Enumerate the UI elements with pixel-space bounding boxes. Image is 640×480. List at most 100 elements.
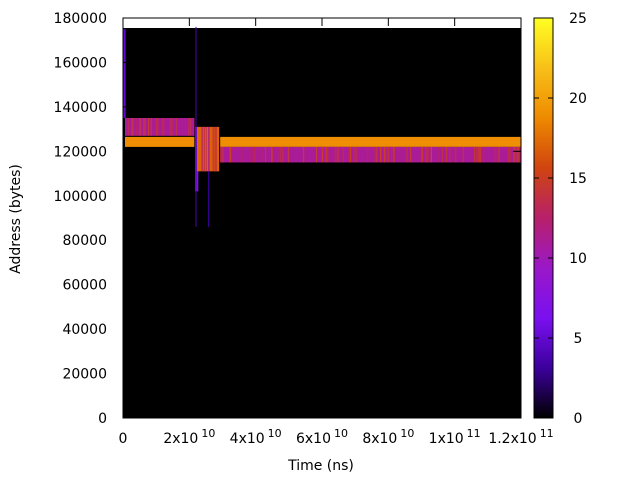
- heatmap-stripe: [479, 146, 482, 163]
- colorbar-tick-label: 25: [569, 11, 587, 27]
- heatmap-stripe: [270, 146, 273, 163]
- heatmap-stripe: [321, 146, 324, 163]
- heatmap-stripe: [334, 146, 337, 163]
- heatmap-region: [123, 28, 521, 418]
- heatmap-stripe: [438, 146, 440, 163]
- heatmap-stripe: [149, 118, 151, 136]
- heatmap-region: [220, 146, 521, 163]
- heatmap-region: [194, 126, 199, 192]
- heatmap-stripe: [376, 146, 378, 163]
- heatmap-stripe: [214, 126, 217, 172]
- heatmap-stripe: [475, 146, 478, 163]
- heatmap-stripe: [406, 146, 408, 163]
- plot-area: [123, 26, 521, 418]
- heatmap-stripe: [231, 146, 233, 163]
- heatmap-stripe: [481, 146, 483, 163]
- heatmap-stripe: [140, 118, 142, 136]
- heatmap-stripe: [172, 118, 174, 136]
- heatmap-stripe: [148, 118, 149, 136]
- heatmap-stripe: [240, 146, 243, 163]
- y-tick-label: 40000: [62, 322, 107, 338]
- axes: 0 20000 40000 60000 80000 100000 120000 140000 1…: [54, 11, 554, 447]
- colorbar-tick-label: 15: [569, 171, 587, 187]
- heatmap-stripe: [483, 146, 485, 163]
- heatmap-stripe: [208, 126, 210, 172]
- y-tick-label: 120000: [54, 144, 107, 160]
- heatmap-stripe: [368, 146, 370, 163]
- heatmap-stripe: [366, 146, 369, 163]
- heatmap-stripe: [212, 126, 215, 172]
- heatmap-stripe: [138, 118, 140, 136]
- heatmap-stripe: [132, 118, 134, 136]
- heatmap-stripe: [357, 146, 359, 163]
- heatmap-stripe: [421, 146, 424, 163]
- heatmap-stripe: [254, 146, 256, 163]
- heatmap-stripe: [391, 146, 393, 163]
- heatmap-stripe: [498, 146, 500, 163]
- heatmap-stripe: [383, 146, 386, 163]
- y-tick-label: 160000: [54, 55, 107, 71]
- heatmap-stripe: [252, 146, 254, 163]
- heatmap-stripe: [426, 146, 429, 163]
- heatmap-stripe: [152, 118, 154, 136]
- heatmap-region: [220, 136, 521, 147]
- heatmap-stripe: [494, 146, 496, 163]
- heatmap-stripe: [229, 146, 232, 163]
- heatmap-stripe: [492, 146, 494, 163]
- x-tick-label: 1x10 11: [429, 427, 481, 447]
- heatmap-stripe: [336, 146, 339, 163]
- heatmap-stripe: [338, 146, 340, 163]
- heatmap-stripe: [385, 146, 387, 163]
- heatmap-stripe: [349, 146, 352, 163]
- heatmap-stripe: [220, 146, 222, 163]
- heatmap-stripe: [163, 118, 165, 136]
- heatmap-stripe: [201, 126, 203, 172]
- heatmap-stripe: [462, 146, 464, 163]
- heatmap-stripe: [445, 146, 448, 163]
- heatmap-stripe: [355, 146, 357, 163]
- heatmap-stripe: [282, 146, 284, 163]
- y-axis-title: Address (bytes): [8, 164, 24, 274]
- y-tick-label: 80000: [62, 233, 107, 249]
- heatmap-stripe: [145, 118, 147, 136]
- heatmap-stripe: [449, 146, 451, 163]
- heatmap-stripe: [151, 118, 152, 136]
- x-tick-label: 4x10 10: [230, 427, 282, 447]
- heatmap-stripe: [387, 146, 390, 163]
- heatmap-stripe: [161, 118, 163, 136]
- heatmap-region: [123, 29, 126, 118]
- heatmap-stripe: [410, 146, 412, 163]
- heatmap-stripe: [222, 146, 224, 163]
- y-tick-label: 180000: [54, 11, 107, 27]
- heatmap-stripe: [287, 146, 289, 163]
- y-tick-label: 140000: [54, 100, 107, 116]
- heatmap-stripe: [205, 126, 207, 172]
- heatmap-stripe: [316, 146, 317, 163]
- heatmap-stripe: [131, 118, 133, 136]
- heatmap-stripe: [455, 146, 457, 163]
- y-tick-label: 100000: [54, 189, 107, 205]
- heatmap-stripe: [393, 146, 395, 163]
- heatmap-stripe: [261, 146, 263, 163]
- heatmap-stripe: [353, 146, 355, 163]
- heatmap-stripe: [473, 146, 476, 163]
- heatmap-stripe: [374, 146, 376, 163]
- heatmap-stripe: [274, 146, 276, 163]
- heatmap-stripe: [278, 146, 280, 163]
- heatmap-stripe: [517, 146, 519, 163]
- heatmap-stripe: [128, 118, 129, 136]
- heatmap-stripe: [507, 146, 510, 163]
- heatmap-stripe: [428, 146, 430, 163]
- heatmap-stripe: [188, 118, 190, 136]
- heatmap-stripe: [496, 146, 498, 163]
- x-axis-title: Time (ns): [287, 458, 354, 474]
- y-tick-label: 20000: [62, 367, 107, 383]
- x-tick-label: 8x10 10: [362, 427, 414, 447]
- colorbar-tick-label: 20: [569, 91, 587, 107]
- y-tick-label: 0: [98, 411, 107, 427]
- heatmap-stripe: [519, 146, 521, 163]
- x-tick-label: 2x10 10: [163, 427, 215, 447]
- heatmap-stripe: [169, 118, 171, 136]
- heatmap-stripe: [327, 146, 329, 163]
